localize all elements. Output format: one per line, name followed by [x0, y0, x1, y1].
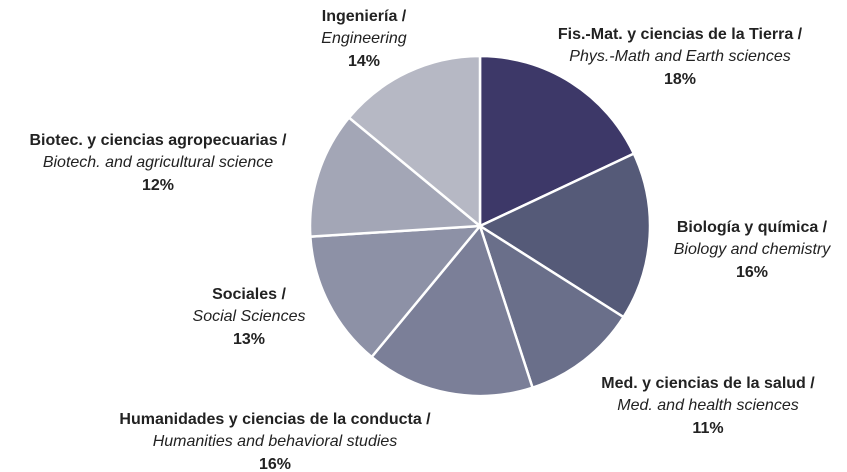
slice-value-label: 18%	[664, 71, 696, 88]
slice-label: Biología y química /	[677, 219, 828, 236]
slice-value-label: 11%	[692, 420, 723, 437]
slice-label-translation: Social Sciences	[193, 308, 306, 325]
slice-label: Med. y ciencias de la salud /	[601, 375, 815, 392]
slice-label-translation: Engineering	[321, 30, 407, 47]
slice-value-label: 16%	[259, 456, 291, 472]
pie-slice	[477, 151, 652, 319]
slice-label-translation: Phys.-Math and Earth sciences	[569, 48, 790, 65]
pie-slice	[477, 223, 626, 390]
slice-value-label: 16%	[736, 264, 768, 281]
slice-label: Humanidades y ciencias de la conducta /	[119, 411, 431, 428]
slice-value-label: 12%	[142, 177, 174, 194]
slice-label-translation: Humanities and behavioral studies	[153, 433, 398, 450]
slice-value-label: 14%	[348, 53, 380, 70]
pie-slice	[369, 223, 535, 398]
slice-label-translation: Med. and health sciences	[617, 397, 798, 414]
slice-label: Ingeniería /	[322, 8, 407, 25]
slice-label: Sociales /	[212, 286, 286, 303]
pie-slice	[347, 54, 482, 229]
pie-slice	[309, 224, 483, 359]
slice-label: Fis.-Mat. y ciencias de la Tierra /	[558, 26, 803, 43]
slice-label: Biotec. y ciencias agropecuarias /	[29, 132, 287, 149]
pie-slice	[308, 115, 484, 239]
pie-slice	[478, 54, 636, 228]
slice-value-label: 13%	[233, 331, 265, 348]
slice-label-translation: Biology and chemistry	[674, 241, 832, 258]
slice-label-translation: Biotech. and agricultural science	[43, 154, 273, 171]
